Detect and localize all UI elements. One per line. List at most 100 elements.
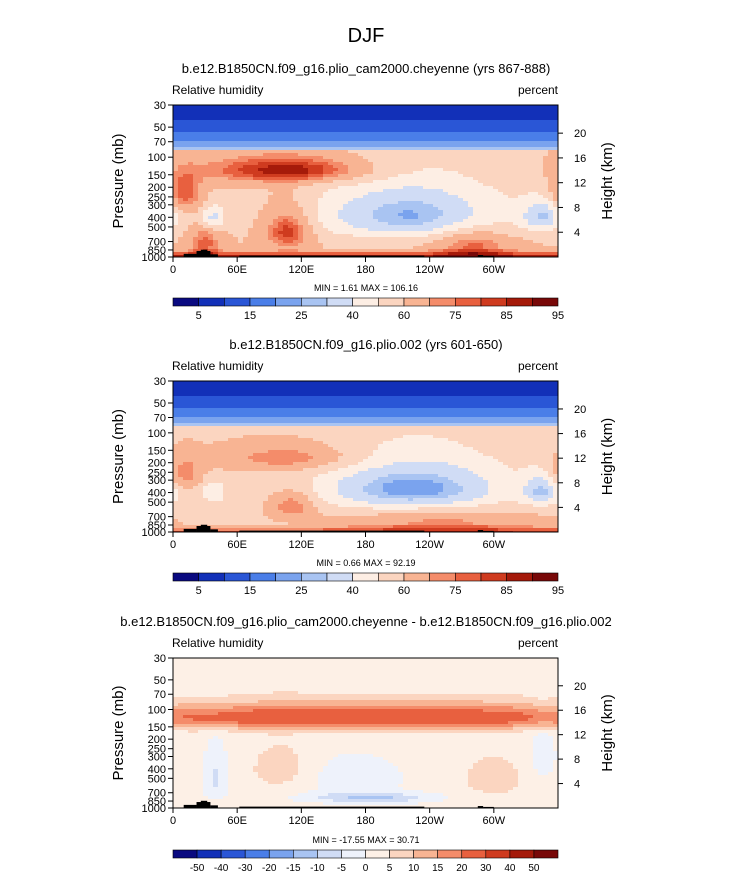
contour-cell <box>463 411 469 415</box>
contour-cell <box>308 111 314 115</box>
contour-cell <box>483 252 489 256</box>
contour-cell <box>248 237 254 241</box>
contour-cell <box>408 180 414 184</box>
contour-cell <box>483 396 489 400</box>
contour-cell <box>223 129 229 133</box>
contour-cell <box>388 180 394 184</box>
contour-cell <box>548 399 554 403</box>
contour-cell <box>458 111 464 115</box>
contour-cell <box>388 384 394 388</box>
contour-cell <box>418 117 424 121</box>
contour-cell <box>173 390 179 394</box>
contour-cell <box>213 153 219 157</box>
contour-cell <box>548 240 554 244</box>
contour-cell <box>203 219 209 223</box>
contour-cell <box>418 135 424 139</box>
contour-cell <box>343 246 349 250</box>
contour-cell <box>383 192 389 196</box>
contour-cell <box>333 213 339 217</box>
contour-cell <box>243 381 249 385</box>
contour-cell <box>548 138 554 142</box>
contour-cell <box>368 246 374 250</box>
contour-cell <box>413 192 419 196</box>
contour-cell <box>293 162 299 166</box>
contour-cell <box>473 111 479 115</box>
contour-cell <box>183 417 189 421</box>
contour-cell <box>423 411 429 415</box>
contour-cell <box>508 393 514 397</box>
contour-cell <box>493 204 499 208</box>
contour-cell <box>488 393 494 397</box>
contour-cell <box>478 108 484 112</box>
pressure-tick-label: 850 <box>148 245 166 257</box>
contour-cell <box>478 393 484 397</box>
contour-cell <box>438 201 444 205</box>
contour-cell <box>373 249 379 253</box>
contour-cell <box>523 108 529 112</box>
contour-cell <box>343 231 349 235</box>
contour-cell <box>543 186 549 190</box>
contour-cell <box>413 222 419 226</box>
contour-cell <box>493 246 499 250</box>
contour-cell <box>233 117 239 121</box>
contour-cell <box>458 165 464 169</box>
contour-cell <box>318 165 324 169</box>
contour-cell <box>423 402 429 406</box>
contour-cell <box>213 219 219 223</box>
contour-cell <box>418 153 424 157</box>
contour-cell <box>378 183 384 187</box>
contour-cell <box>253 183 259 187</box>
contour-cell <box>203 210 209 214</box>
contour-cell <box>508 408 514 412</box>
contour-cell <box>263 396 269 400</box>
contour-cell <box>253 174 259 178</box>
colorbar-label: 25 <box>295 310 307 322</box>
contour-cell <box>378 126 384 130</box>
contour-cell <box>353 411 359 415</box>
contour-cell <box>278 135 284 139</box>
contour-cell <box>313 129 319 133</box>
contour-cell <box>338 222 344 226</box>
contour-cell <box>308 216 314 220</box>
contour-cell <box>513 174 519 178</box>
contour-cell <box>218 390 224 394</box>
contour-cell <box>448 117 454 121</box>
contour-cell <box>423 390 429 394</box>
contour-cell <box>203 168 209 172</box>
contour-cell <box>383 393 389 397</box>
contour-cell <box>353 417 359 421</box>
contour-cell <box>308 165 314 169</box>
contour-cell <box>253 408 259 412</box>
contour-cell <box>218 417 224 421</box>
contour-cell <box>258 105 264 109</box>
contour-cell <box>353 168 359 172</box>
contour-cell <box>238 177 244 181</box>
contour-cell <box>193 168 199 172</box>
contour-cell <box>288 210 294 214</box>
contour-cell <box>178 234 184 238</box>
contour-cell <box>548 201 554 205</box>
contour-cell <box>438 141 444 145</box>
contour-cell <box>238 105 244 109</box>
contour-cell <box>293 222 299 226</box>
contour-cell <box>268 405 274 409</box>
contour-cell <box>313 243 319 247</box>
contour-cell <box>293 225 299 229</box>
contour-cell <box>178 240 184 244</box>
contour-cell <box>228 117 234 121</box>
contour-cell <box>183 231 189 235</box>
contour-cell <box>343 126 349 130</box>
contour-cell <box>398 417 404 421</box>
contour-cell <box>328 129 334 133</box>
contour-cell <box>518 210 524 214</box>
contour-cell <box>328 150 334 154</box>
contour-cell <box>203 402 209 406</box>
contour-cell <box>328 246 334 250</box>
contour-cell <box>303 405 309 409</box>
contour-cell <box>233 414 239 418</box>
contour-cell <box>468 222 474 226</box>
contour-cell <box>483 201 489 205</box>
contour-cell <box>228 390 234 394</box>
contour-cell <box>333 159 339 163</box>
contour-cell <box>418 147 424 151</box>
